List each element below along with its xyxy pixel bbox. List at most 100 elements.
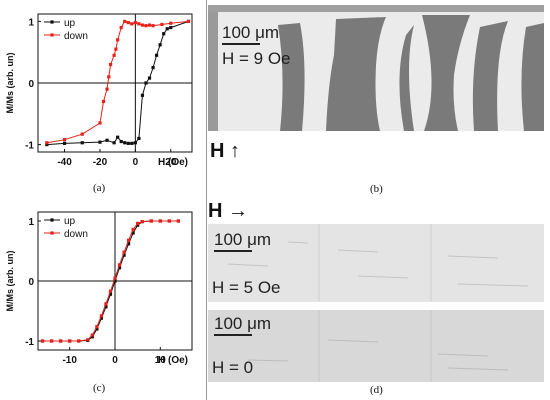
x-tick-label: -40 [57,157,72,168]
data-point-down [108,62,113,67]
data-point-down [169,21,173,25]
data-point-down [59,339,63,343]
panel-label-c: (c) [93,382,106,394]
scale-label-b: 100 μm [222,23,280,42]
panel-label-b: (b) [370,183,383,195]
series-down [45,19,191,145]
data-point-down [140,220,144,224]
field-value-b: H = 9 Oe [222,49,291,68]
y-tick-label: -1 [25,141,34,152]
data-point-up [126,141,130,145]
x-tick-label: 0 [112,355,118,366]
data-point-up [158,43,162,47]
series-down [40,219,181,343]
micrograph-b: 100 μm H = 9 Oe [208,5,544,131]
data-point-down [105,87,109,91]
scale-bar-b [222,43,260,45]
x-tick-label: 0 [133,157,139,168]
data-point-up [122,253,126,257]
data-point-up [126,242,131,246]
scale-bar-d-top [214,250,252,252]
y-tick-label: -1 [25,337,34,348]
data-point-down [126,21,130,25]
data-point-down [176,219,181,223]
domain-pattern-b [208,5,544,131]
data-point-down [107,75,111,79]
panel-divider [206,0,207,400]
data-point-up [147,76,152,80]
legend-marker-up [50,218,54,222]
x-tick-label: -10 [62,355,77,366]
x-axis-label: H (Oe) [158,355,188,366]
data-point-down [133,21,137,25]
data-point-down [68,339,72,343]
data-point-down [158,219,162,223]
data-point-up [137,136,141,141]
field-value-d-bottom: H = 0 [212,358,254,377]
data-point-up [99,316,104,320]
data-point-down [86,338,90,342]
texture-d-bottom [208,310,544,382]
data-point-down [130,22,134,26]
data-point-down [123,19,127,23]
data-point-down [119,25,123,30]
data-point-down [62,138,67,142]
micrograph-d-bottom: 100 μm H = 0 [208,310,544,382]
data-point-down [108,289,113,293]
data-point-up [108,292,113,296]
y-tick-label: 1 [28,17,34,28]
x-tick-label: 20 [165,157,177,168]
field-direction-up: H ↑ [210,140,240,162]
data-point-up [95,327,99,331]
data-point-up [154,53,159,57]
data-point-up [116,135,120,139]
micrograph-d-top: 100 μm H = 5 Oe [208,224,544,302]
data-point-down [126,238,131,242]
scale-bar-d-bottom [214,334,252,336]
data-point-down [77,339,81,343]
legend-label-down: down [64,229,88,240]
data-point-up [140,93,145,97]
series-up [45,19,191,147]
data-point-up [112,141,116,145]
data-point-down [147,23,152,27]
legend-label-up: up [64,216,76,227]
data-point-down [104,302,108,306]
data-point-up [144,81,148,85]
data-point-down [122,250,126,254]
data-point-up [80,141,84,145]
data-point-down [95,325,99,329]
data-point-down [101,99,106,104]
data-point-down [80,132,84,136]
data-point-down [40,339,45,343]
data-point-up [98,140,102,144]
data-point-down [160,22,164,27]
series-line-down [42,220,179,342]
y-tick-label: 0 [28,277,34,288]
data-point-down [144,24,148,28]
data-point-up [162,32,166,36]
y-axis-label: M/Ms (arb. un) [5,53,15,114]
data-point-down [151,24,155,28]
data-point-up [133,141,137,145]
field-direction-right: H → [208,200,248,222]
data-point-up [169,25,173,30]
data-point-down [131,227,135,231]
data-point-down [136,221,140,225]
data-point-up [131,231,135,235]
data-point-up [151,65,155,70]
x-axis-label: H (Oe) [158,157,188,168]
data-point-up [119,139,123,144]
data-point-down [90,333,94,337]
data-point-down [137,22,141,26]
hysteresis-chart-a: -40 -20 0 20 -1 0 1 H (Oe) M/Ms (arb. un) up down [5,13,193,168]
legend-marker-down [50,231,54,235]
data-point-down [98,121,102,125]
data-point-down [49,339,54,343]
data-point-down [117,263,122,267]
data-point-up [165,27,169,31]
y-tick-label: 1 [28,217,34,228]
x-tick-label: 10 [155,355,167,366]
data-point-down [167,219,171,223]
